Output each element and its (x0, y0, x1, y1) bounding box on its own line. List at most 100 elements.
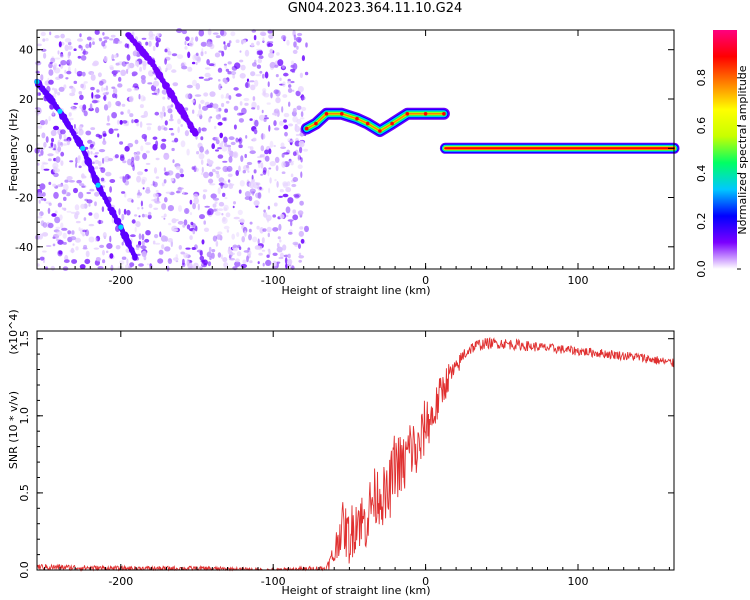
noise-blob (55, 156, 61, 163)
noise-blob (119, 120, 123, 125)
noise-blob (170, 177, 174, 182)
noise-blob (153, 207, 159, 210)
noise-blob (223, 262, 229, 268)
noise-blob (177, 126, 180, 134)
noise-blob (79, 94, 84, 101)
noise-blob (261, 109, 264, 114)
noise-blob (198, 103, 201, 110)
noise-blob (214, 136, 219, 140)
noise-blob (180, 251, 185, 255)
noise-blob (41, 232, 49, 237)
noise-blob (267, 42, 274, 47)
noise-blob (167, 51, 172, 56)
noise-blob (210, 193, 217, 199)
noise-blob (260, 173, 263, 176)
noise-blob (163, 112, 166, 117)
noise-blob (113, 40, 116, 44)
noise-blob (244, 196, 251, 201)
noise-blob (56, 230, 63, 237)
noise-blob (184, 40, 187, 46)
noise-blob (145, 230, 151, 236)
noise-blob (288, 84, 292, 88)
noise-blob (232, 244, 238, 248)
y-tick-label: 40 (19, 44, 33, 57)
noise-blob (123, 208, 127, 215)
noise-blob (168, 222, 172, 226)
noise-blob (222, 160, 228, 163)
noise-blob (126, 68, 129, 75)
noise-blob (233, 87, 239, 91)
noise-blob (242, 170, 246, 174)
noise-blob (103, 87, 106, 91)
noise-blob (279, 120, 284, 126)
noise-blob (42, 250, 47, 253)
noise-blob (185, 93, 191, 99)
noise-blob (146, 123, 152, 126)
noise-blob (199, 214, 205, 220)
noise-blob (235, 258, 240, 263)
noise-blob (146, 186, 150, 192)
noise-blob (208, 178, 214, 184)
noise-blob (82, 185, 87, 188)
noise-blob (61, 189, 67, 195)
noise-blob (186, 224, 191, 230)
noise-blob (225, 68, 230, 72)
noise-blob (70, 247, 75, 254)
noise-blob (267, 232, 270, 238)
noise-blob (211, 143, 215, 150)
noise-blob (282, 94, 288, 98)
spectrogram-diagonal-track-2 (125, 32, 199, 137)
noise-blob (239, 50, 242, 53)
noise-blob (39, 256, 45, 261)
noise-blob (192, 79, 197, 87)
noise-blob (81, 175, 87, 179)
noise-blob (140, 95, 146, 102)
noise-blob (148, 211, 152, 216)
noise-blob (163, 152, 170, 160)
noise-blob (38, 213, 42, 217)
noise-blob (102, 140, 107, 146)
noise-blob (182, 258, 185, 266)
noise-blob (227, 248, 232, 255)
spectrogram-y-axis-label: Frequency (Hz) (7, 109, 20, 192)
noise-blob (283, 119, 287, 123)
noise-blob (42, 162, 49, 165)
noise-blob (172, 159, 175, 164)
noise-blob (202, 189, 208, 193)
track-highlight (57, 108, 63, 114)
noise-blob (292, 177, 299, 182)
noise-blob (152, 136, 158, 140)
noise-blob (148, 70, 154, 77)
noise-blob (88, 223, 95, 227)
noise-blob (96, 89, 100, 93)
doppler-peak (314, 121, 318, 126)
noise-blob (45, 38, 49, 42)
noise-blob (300, 238, 305, 244)
noise-blob (257, 238, 260, 245)
noise-blob (53, 166, 58, 174)
noise-blob (90, 86, 95, 91)
noise-blob (77, 74, 82, 77)
noise-blob (215, 35, 221, 39)
noise-blob (137, 207, 140, 210)
noise-blob (227, 146, 232, 152)
noise-blob (195, 225, 198, 232)
noise-blob (73, 187, 78, 194)
spectrogram-noise (34, 28, 309, 272)
noise-blob (235, 137, 239, 143)
noise-blob (154, 200, 161, 204)
noise-blob (54, 57, 61, 60)
noise-blob (260, 162, 264, 169)
noise-blob (52, 148, 56, 151)
noise-blob (49, 61, 53, 65)
noise-blob (130, 234, 136, 238)
noise-blob (101, 41, 106, 47)
noise-blob (249, 118, 253, 121)
noise-blob (240, 64, 246, 71)
noise-blob (203, 220, 206, 225)
x-tick-label: -100 (261, 274, 286, 287)
noise-blob (73, 80, 78, 84)
noise-blob (262, 228, 267, 232)
noise-blob (192, 229, 196, 235)
noise-blob (144, 238, 150, 243)
